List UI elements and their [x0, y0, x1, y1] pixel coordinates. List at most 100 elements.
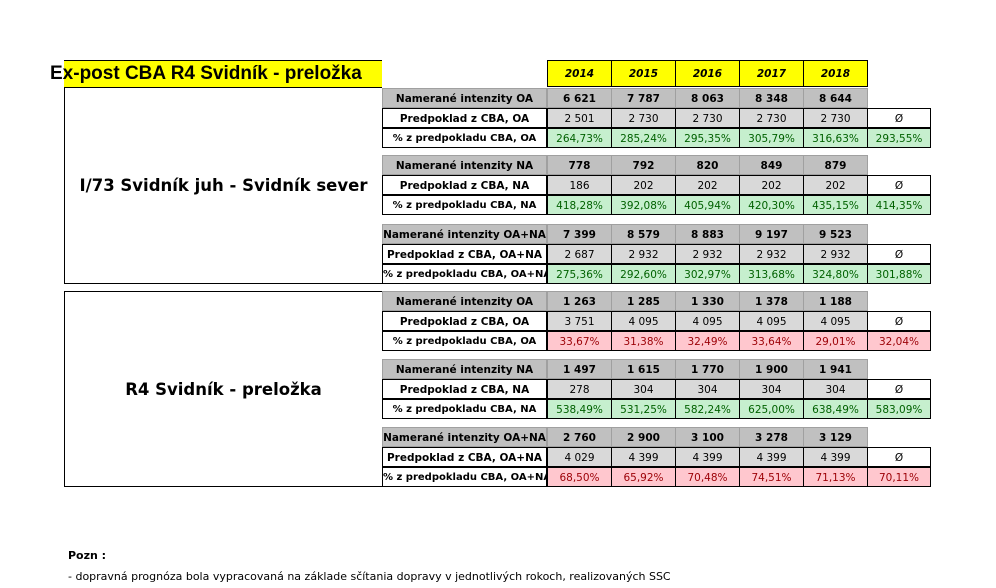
- percent-value[interactable]: 295,35%: [675, 128, 740, 148]
- percent-value[interactable]: 531,25%: [611, 399, 676, 419]
- percent-value[interactable]: 313,68%: [739, 264, 804, 284]
- measured-value[interactable]: 6 621: [547, 88, 612, 108]
- measured-value[interactable]: 3 278: [739, 427, 804, 447]
- measured-value[interactable]: 1 770: [675, 359, 740, 379]
- percent-value[interactable]: 305,79%: [739, 128, 804, 148]
- average-percent[interactable]: 70,11%: [867, 467, 931, 487]
- measured-value[interactable]: 9 523: [803, 224, 868, 244]
- percent-value[interactable]: 435,15%: [803, 195, 868, 215]
- percent-value[interactable]: 68,50%: [547, 467, 612, 487]
- measured-value[interactable]: 1 378: [739, 291, 804, 311]
- predicted-value[interactable]: 202: [803, 175, 868, 195]
- percent-value[interactable]: 638,49%: [803, 399, 868, 419]
- measured-value[interactable]: 3 129: [803, 427, 868, 447]
- percent-value[interactable]: 625,00%: [739, 399, 804, 419]
- percent-value[interactable]: 33,64%: [739, 331, 804, 351]
- measured-value[interactable]: 1 263: [547, 291, 612, 311]
- percent-value[interactable]: 405,94%: [675, 195, 740, 215]
- percent-value[interactable]: 65,92%: [611, 467, 676, 487]
- percent-value[interactable]: 71,13%: [803, 467, 868, 487]
- predicted-value[interactable]: 4 399: [675, 447, 740, 467]
- percent-value[interactable]: 275,36%: [547, 264, 612, 284]
- predicted-value[interactable]: 2 932: [803, 244, 868, 264]
- percent-value[interactable]: 392,08%: [611, 195, 676, 215]
- average-percent[interactable]: 32,04%: [867, 331, 931, 351]
- measured-value[interactable]: 8 644: [803, 88, 868, 108]
- percent-value[interactable]: 29,01%: [803, 331, 868, 351]
- measured-value[interactable]: 1 615: [611, 359, 676, 379]
- title-background: [64, 60, 382, 87]
- measured-value[interactable]: 8 883: [675, 224, 740, 244]
- predicted-value[interactable]: 4 399: [803, 447, 868, 467]
- predicted-value[interactable]: 4 095: [803, 311, 868, 331]
- predicted-value[interactable]: 202: [611, 175, 676, 195]
- predicted-value[interactable]: 2 501: [547, 108, 612, 128]
- percent-value[interactable]: 538,49%: [547, 399, 612, 419]
- measured-value[interactable]: 7 399: [547, 224, 612, 244]
- percent-value[interactable]: 302,97%: [675, 264, 740, 284]
- measured-value[interactable]: 1 188: [803, 291, 868, 311]
- row-label-measured: Namerané intenzity OA: [382, 291, 547, 311]
- predicted-value[interactable]: 278: [547, 379, 612, 399]
- predicted-value[interactable]: 2 687: [547, 244, 612, 264]
- measured-value[interactable]: 9 197: [739, 224, 804, 244]
- percent-value[interactable]: 70,48%: [675, 467, 740, 487]
- measured-value[interactable]: 2 760: [547, 427, 612, 447]
- predicted-value[interactable]: 3 751: [547, 311, 612, 331]
- percent-value[interactable]: 582,24%: [675, 399, 740, 419]
- percent-value[interactable]: 420,30%: [739, 195, 804, 215]
- percent-value[interactable]: 32,49%: [675, 331, 740, 351]
- measured-value[interactable]: 1 900: [739, 359, 804, 379]
- measured-value[interactable]: 792: [611, 155, 676, 175]
- measured-value[interactable]: 8 063: [675, 88, 740, 108]
- measured-value[interactable]: 778: [547, 155, 612, 175]
- measured-value[interactable]: 8 579: [611, 224, 676, 244]
- predicted-value[interactable]: 2 932: [739, 244, 804, 264]
- row-label-measured: Namerané intenzity OA: [382, 88, 547, 108]
- average-percent[interactable]: 583,09%: [867, 399, 931, 419]
- predicted-value[interactable]: 4 029: [547, 447, 612, 467]
- measured-value[interactable]: 1 285: [611, 291, 676, 311]
- percent-value[interactable]: 31,38%: [611, 331, 676, 351]
- row-label-measured: Namerané intenzity OA+NA: [382, 224, 547, 244]
- predicted-value[interactable]: 304: [803, 379, 868, 399]
- measured-value[interactable]: 1 497: [547, 359, 612, 379]
- average-percent[interactable]: 301,88%: [867, 264, 931, 284]
- measured-value[interactable]: 7 787: [611, 88, 676, 108]
- percent-value[interactable]: 33,67%: [547, 331, 612, 351]
- predicted-value[interactable]: 2 730: [675, 108, 740, 128]
- percent-value[interactable]: 324,80%: [803, 264, 868, 284]
- predicted-value[interactable]: 202: [739, 175, 804, 195]
- measured-value[interactable]: 879: [803, 155, 868, 175]
- predicted-value[interactable]: 2 730: [739, 108, 804, 128]
- measured-value[interactable]: 820: [675, 155, 740, 175]
- percent-value[interactable]: 316,63%: [803, 128, 868, 148]
- predicted-value[interactable]: 2 932: [675, 244, 740, 264]
- predicted-value[interactable]: 2 730: [803, 108, 868, 128]
- percent-value[interactable]: 74,51%: [739, 467, 804, 487]
- measured-value[interactable]: 1 330: [675, 291, 740, 311]
- predicted-value[interactable]: 186: [547, 175, 612, 195]
- percent-value[interactable]: 418,28%: [547, 195, 612, 215]
- predicted-value[interactable]: 4 399: [739, 447, 804, 467]
- percent-value[interactable]: 285,24%: [611, 128, 676, 148]
- predicted-value[interactable]: 4 095: [739, 311, 804, 331]
- predicted-value[interactable]: 304: [675, 379, 740, 399]
- measured-value[interactable]: 3 100: [675, 427, 740, 447]
- predicted-value[interactable]: 4 399: [611, 447, 676, 467]
- average-percent[interactable]: 414,35%: [867, 195, 931, 215]
- predicted-value[interactable]: 304: [739, 379, 804, 399]
- measured-value[interactable]: 1 941: [803, 359, 868, 379]
- predicted-value[interactable]: 2 932: [611, 244, 676, 264]
- measured-value[interactable]: 8 348: [739, 88, 804, 108]
- predicted-value[interactable]: 2 730: [611, 108, 676, 128]
- average-percent[interactable]: 293,55%: [867, 128, 931, 148]
- measured-value[interactable]: 2 900: [611, 427, 676, 447]
- percent-value[interactable]: 264,73%: [547, 128, 612, 148]
- measured-value[interactable]: 849: [739, 155, 804, 175]
- percent-value[interactable]: 292,60%: [611, 264, 676, 284]
- predicted-value[interactable]: 4 095: [675, 311, 740, 331]
- predicted-value[interactable]: 304: [611, 379, 676, 399]
- predicted-value[interactable]: 4 095: [611, 311, 676, 331]
- predicted-value[interactable]: 202: [675, 175, 740, 195]
